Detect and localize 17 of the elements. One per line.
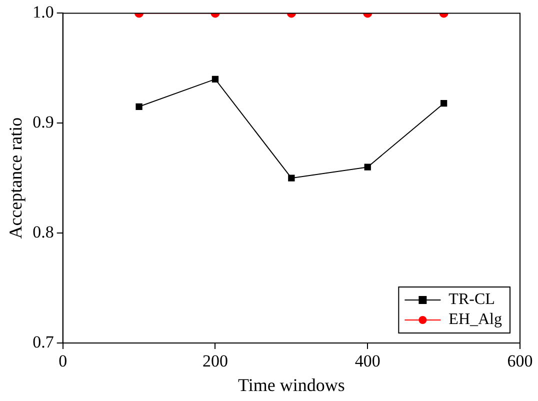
y-tick-label: 0.7 xyxy=(32,332,54,352)
x-axis-title: Time windows xyxy=(238,374,345,395)
point xyxy=(288,174,295,182)
point xyxy=(136,103,142,110)
x-tick-label: 0 xyxy=(58,352,68,371)
point xyxy=(212,76,219,82)
legend-label: EH_Alg xyxy=(448,311,502,328)
x-tick-label: 200 xyxy=(202,352,228,371)
y-tick-label: 0.9 xyxy=(32,112,54,132)
point xyxy=(364,164,371,170)
x-tick-label: 400 xyxy=(354,352,380,371)
y-tick-label: 1.0 xyxy=(32,2,54,22)
y-tick-label: 0.8 xyxy=(32,222,54,242)
point xyxy=(440,100,448,107)
y-axis-title: Acceptance ratio xyxy=(6,117,26,239)
x-tick-label: 600 xyxy=(507,352,533,371)
legend-label: TR-CL xyxy=(448,291,495,308)
